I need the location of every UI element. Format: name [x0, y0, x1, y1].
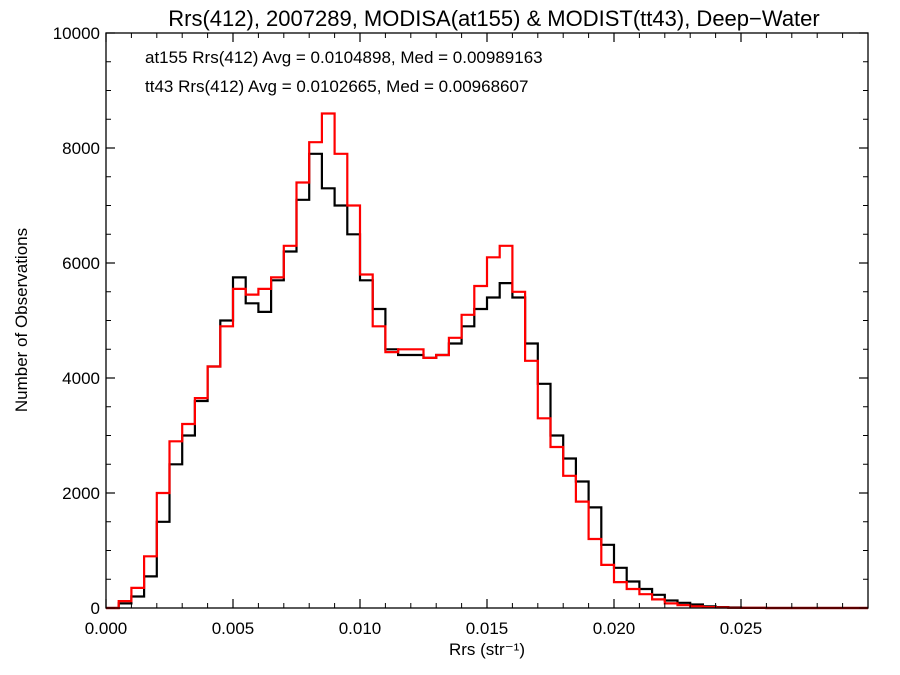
y-tick-label: 10000 [53, 24, 100, 43]
annotation-at155: at155 Rrs(412) Avg = 0.0104898, Med = 0.… [145, 48, 543, 67]
x-tick-label: 0.025 [720, 619, 763, 638]
annotation-tt43: tt43 Rrs(412) Avg = 0.0102665, Med = 0.0… [145, 77, 528, 96]
y-axis-label: Number of Observations [12, 228, 31, 412]
y-tick-label: 0 [91, 599, 100, 618]
axes-layer: 0.000 0.005 0.010 0.015 0.020 0.025 0 2000 4000 6… [53, 24, 868, 638]
y-tick-label: 6000 [62, 254, 100, 273]
x-tick-label: 0.005 [212, 619, 255, 638]
y-tick-label: 8000 [62, 139, 100, 158]
x-axis-label: Rrs (str⁻¹) [449, 640, 525, 659]
series-line-0 [106, 152, 868, 610]
x-tick-label: 0.000 [85, 619, 128, 638]
x-tick-label: 0.010 [339, 619, 382, 638]
y-tick-label: 2000 [62, 484, 100, 503]
y-tick-label: 4000 [62, 369, 100, 388]
x-tick-label: 0.015 [466, 619, 509, 638]
chart-title: Rrs(412), 2007289, MODISA(at155) & MODIS… [168, 6, 819, 31]
series-line-1 [106, 112, 868, 610]
x-tick-label: 0.020 [593, 619, 636, 638]
series-layer [106, 112, 868, 610]
